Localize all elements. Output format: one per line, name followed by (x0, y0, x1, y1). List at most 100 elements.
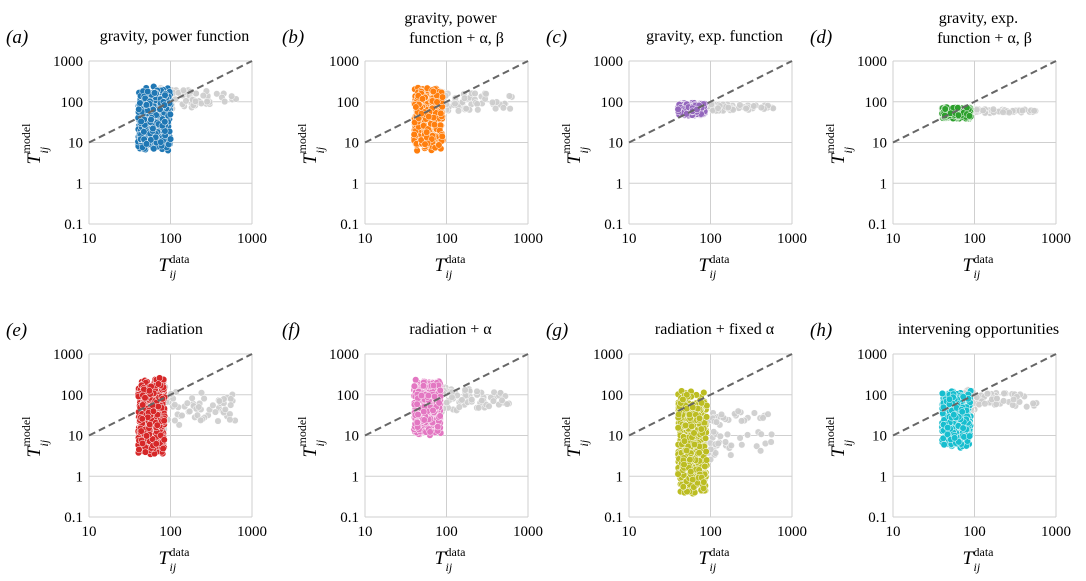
data-point (140, 128, 148, 136)
x-tick-label: 1000 (1041, 231, 1071, 247)
x-axis-label-sub: ij (710, 267, 717, 281)
gray-point (767, 438, 775, 446)
x-tick-label: 1000 (237, 231, 267, 247)
gray-point (462, 105, 470, 113)
data-point (146, 420, 154, 429)
identity-reference-line (88, 60, 253, 144)
gray-point (492, 105, 500, 113)
panel-title: gravity, exp. function (646, 28, 783, 45)
data-point (143, 432, 151, 440)
panel-title: gravity, power function (100, 28, 250, 45)
y-tick-label: 100 (601, 95, 624, 111)
y-axis-label-sup: model (823, 123, 837, 154)
gray-point (759, 414, 767, 422)
x-tick-label: 10 (358, 231, 373, 247)
y-axis-label-sup: model (19, 416, 33, 447)
data-point (702, 448, 710, 456)
gray-point (473, 100, 481, 108)
x-axis-label-sup: data (710, 545, 731, 559)
y-axis-label-sub: ij (313, 439, 327, 446)
panel-letter: (d) (810, 27, 832, 48)
data-point (700, 478, 708, 486)
gray-point (1005, 108, 1013, 117)
x-axis-label-sub: ij (446, 267, 453, 281)
data-point (674, 470, 682, 478)
gray-point (736, 101, 744, 109)
y-tick-label: 0.1 (604, 217, 623, 233)
gray-point (505, 92, 513, 100)
y-axis-label-sup: model (559, 416, 573, 447)
gray-point (171, 401, 179, 409)
y-tick-label: 10 (68, 136, 83, 152)
gray-point (195, 403, 203, 411)
data-point (675, 410, 683, 419)
y-tick-label: 1000 (329, 54, 359, 70)
data-point (945, 395, 954, 403)
gray-point (983, 390, 991, 398)
data-point (139, 401, 147, 409)
data-point (151, 89, 159, 97)
data-point (154, 380, 162, 388)
data-point (680, 461, 688, 469)
y-tick-label: 1000 (593, 54, 623, 70)
y-axis-label-sup: model (559, 123, 573, 154)
gray-point (178, 411, 186, 420)
data-point (161, 118, 169, 126)
data-point (138, 415, 146, 423)
x-tick-label: 10 (622, 524, 637, 540)
data-point (966, 432, 974, 440)
gray-point (203, 98, 211, 106)
data-point (429, 406, 437, 414)
x-tick-label: 10 (886, 231, 901, 247)
data-point (438, 93, 447, 101)
gray-point (717, 410, 726, 419)
panel-title-line-2: function + α, β (937, 30, 1032, 47)
y-tick-label: 0.1 (604, 510, 623, 526)
x-tick-label: 1000 (777, 524, 807, 540)
gray-point (188, 394, 196, 402)
gray-point (738, 417, 746, 425)
data-point (152, 440, 160, 448)
gray-point (228, 92, 236, 100)
panel-g: 10 100 1000 0.1 1 10 100 1000 (g) radiation + fix… (546, 320, 807, 574)
gray-point (461, 386, 469, 394)
data-point (417, 392, 426, 400)
data-point (153, 421, 161, 429)
data-point (412, 376, 420, 384)
gray-point (1018, 107, 1027, 115)
data-point (703, 456, 711, 464)
x-axis-label-main: T (435, 255, 447, 276)
gray-point (473, 387, 481, 395)
x-axis-label-sup: data (446, 545, 467, 559)
data-point (435, 141, 443, 149)
data-point (149, 407, 157, 415)
x-tick-label: 1000 (237, 524, 267, 540)
x-axis-label-sub: ij (974, 560, 981, 574)
data-point (425, 113, 433, 121)
data-point (950, 411, 958, 419)
data-point (142, 140, 151, 148)
y-tick-label: 10 (344, 429, 359, 445)
data-point (685, 411, 694, 419)
panel-a: 10 100 1000 0.1 1 10 100 1000 (a) gravity, power … (6, 27, 267, 281)
data-point (689, 476, 697, 484)
y-tick-label: 0.1 (340, 510, 359, 526)
gray-point (716, 432, 724, 440)
gray-point (714, 104, 722, 112)
x-tick-label: 1000 (1041, 524, 1071, 540)
y-tick-label: 100 (61, 388, 84, 404)
y-tick-label: 1 (352, 469, 360, 485)
data-point (160, 417, 168, 425)
data-point (157, 138, 165, 146)
data-point (682, 421, 690, 429)
data-point (695, 449, 703, 457)
data-point (410, 130, 418, 139)
